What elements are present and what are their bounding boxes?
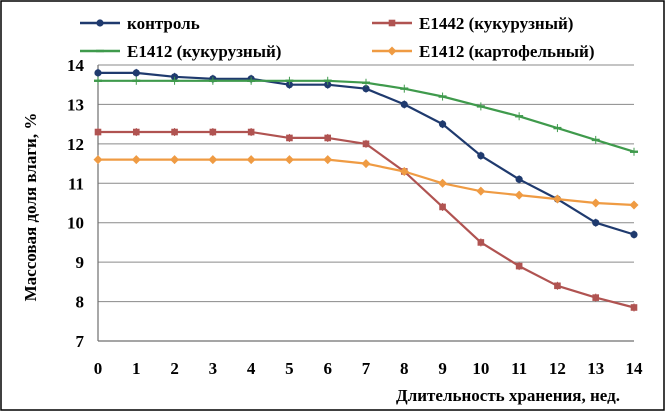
data-point (552, 194, 562, 204)
x-tick-label: 3 (209, 359, 218, 378)
y-tick-label: 9 (76, 253, 85, 272)
legend-item: Е1442 (кукурузный) (372, 14, 573, 33)
x-tick-label: 14 (626, 359, 644, 378)
legend-label: Е1442 (кукурузный) (419, 14, 573, 33)
data-point (286, 134, 293, 142)
x-tick-label: 12 (549, 359, 566, 378)
data-point (209, 128, 217, 136)
data-point (630, 230, 638, 239)
data-point (361, 159, 371, 169)
legend-item: контроль (80, 14, 200, 33)
data-point (438, 178, 448, 188)
x-tick-label: 1 (132, 359, 141, 378)
data-point (629, 200, 639, 210)
data-point (171, 128, 178, 136)
data-point (131, 155, 141, 165)
data-point (132, 128, 140, 136)
legend-item: Е1412 (картофельный) (372, 42, 595, 61)
legend-swatch-marker (96, 19, 104, 27)
data-point (439, 203, 446, 211)
x-tick-label: 0 (94, 359, 103, 378)
y-tick-label: 12 (67, 135, 84, 154)
x-tick-label: 13 (587, 359, 604, 378)
data-point (630, 304, 638, 311)
x-axis-title: Длительность хранения, нед. (396, 386, 620, 405)
data-point (170, 155, 180, 165)
y-tick-label: 8 (76, 293, 85, 312)
y-tick-label: 14 (67, 56, 85, 75)
x-tick-label: 9 (438, 359, 447, 378)
y-tick-label: 7 (76, 332, 85, 351)
data-point (515, 175, 523, 183)
data-point (132, 69, 140, 77)
x-tick-label: 8 (400, 359, 409, 378)
data-point (476, 186, 486, 196)
legend-label: контроль (127, 14, 200, 33)
data-point (208, 155, 218, 165)
series-lines (93, 68, 639, 312)
data-point (362, 140, 370, 148)
x-tick-label: 5 (285, 359, 294, 378)
series-0 (94, 68, 638, 239)
legend: контроль Е1442 (кукурузный) Е1412 (кукуруз… (80, 14, 595, 61)
series-2 (94, 76, 638, 156)
legend-item: Е1412 (кукурузный) (80, 42, 281, 61)
data-point (362, 85, 370, 93)
data-point (400, 100, 408, 109)
legend-swatch-marker (387, 46, 397, 56)
data-point (592, 219, 600, 227)
x-tick-label: 10 (472, 359, 489, 378)
x-tick-label: 11 (511, 359, 527, 378)
data-point (592, 294, 600, 301)
data-point (514, 190, 524, 200)
data-point (324, 134, 332, 142)
data-point (477, 152, 485, 160)
data-point (94, 128, 102, 136)
x-tick-label: 4 (247, 359, 256, 378)
data-point (284, 155, 294, 165)
series-3 (93, 155, 639, 210)
y-tick-label: 11 (68, 174, 84, 193)
data-point (554, 282, 561, 290)
data-point (438, 120, 447, 128)
y-tick-label: 13 (67, 95, 84, 114)
data-point (515, 262, 523, 270)
data-point (323, 155, 333, 165)
data-point (246, 155, 256, 165)
x-tick-label: 2 (170, 359, 179, 378)
data-point (591, 198, 601, 208)
data-point (247, 128, 255, 136)
legend-swatch-marker (388, 19, 396, 27)
x-tick-label: 7 (362, 359, 371, 378)
data-point (94, 69, 102, 77)
legend-label: Е1412 (кукурузный) (127, 42, 281, 61)
y-axis-title: Массовая доля влаги, % (21, 113, 40, 302)
x-tick-label: 6 (323, 359, 332, 378)
y-tick-label: 10 (67, 214, 84, 233)
data-point (399, 166, 409, 176)
data-point (93, 155, 103, 165)
data-point (477, 239, 485, 246)
legend-label: Е1412 (картофельный) (419, 42, 595, 61)
